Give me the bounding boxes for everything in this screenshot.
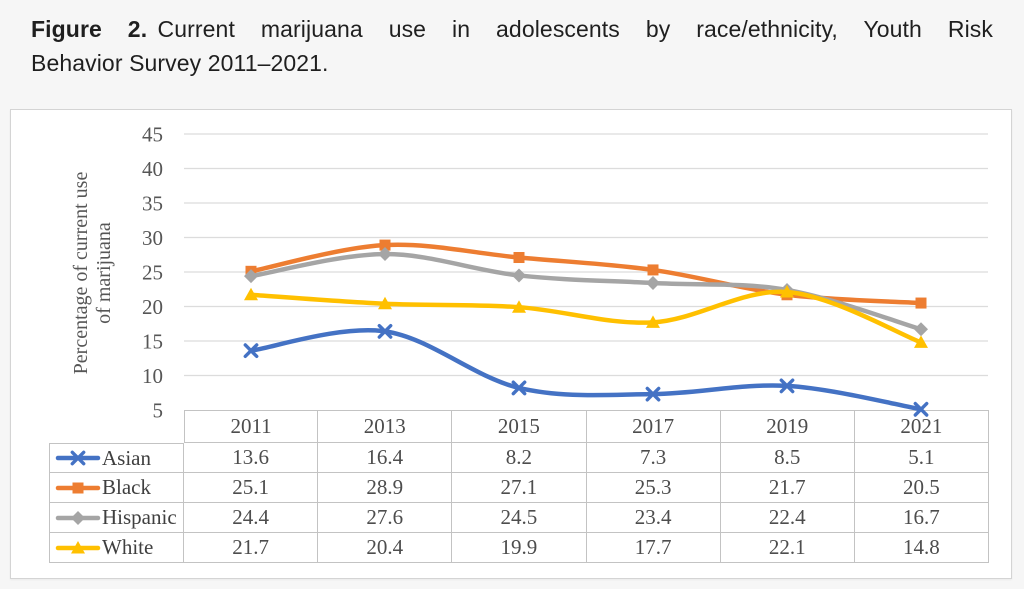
year-header-cell: 2021: [854, 410, 989, 443]
series-marker-diamond: [71, 510, 85, 525]
series-marker-x: [377, 323, 393, 339]
table-value-cell: 24.5: [452, 503, 587, 533]
series-black: [245, 239, 927, 309]
table-value-cell: 22.4: [720, 503, 855, 533]
figure-number-label: Figure 2.: [31, 16, 148, 42]
legend-cell-asian: Asian: [49, 443, 184, 473]
series-line-white: [248, 289, 924, 345]
table-value-cell: 16.7: [854, 503, 989, 533]
series-line-black: [248, 242, 924, 306]
series-marker-square: [245, 265, 257, 277]
table-value-cell: 25.1: [184, 473, 319, 503]
series-marker-diamond: [646, 276, 660, 291]
table-corner-spacer: [49, 410, 184, 443]
series-marker-x: [511, 380, 527, 396]
table-value-cell: 21.7: [720, 473, 855, 503]
table-value-cell: 13.6: [184, 443, 319, 473]
series-marker-diamond: [914, 322, 928, 337]
y-axis-title-line1: Percentage of current use: [70, 171, 92, 375]
series-line-asian: [248, 328, 924, 412]
series-asian: [243, 323, 929, 417]
year-header-cell: 2013: [318, 410, 453, 443]
y-tick-label: 45: [142, 123, 163, 147]
table-value-cell: 20.5: [854, 473, 989, 503]
figure-caption: Figure 2. Current marijuana use in adoles…: [31, 12, 993, 80]
series-marker-x: [243, 343, 259, 359]
y-tick-label: 10: [142, 364, 163, 388]
series-name-label: Asian: [102, 445, 151, 470]
series-marker-triangle: [780, 285, 794, 298]
series-name-label: Black: [102, 475, 151, 499]
figure-caption-text: Current marijuana use in adolescents by …: [157, 16, 993, 42]
series-marker-triangle: [378, 296, 392, 310]
series-marker-triangle: [512, 300, 526, 313]
series-name-label: White: [102, 535, 154, 559]
table-value-cell: 24.4: [184, 503, 319, 533]
series-marker-triangle: [244, 287, 258, 301]
series-marker-diamond: [378, 247, 392, 262]
y-tick-label: 25: [142, 261, 163, 285]
y-axis-title: Percentage of current use of marijuana: [70, 172, 116, 375]
series-name-label: Hispanic: [102, 505, 177, 529]
y-tick-label: 40: [142, 157, 163, 181]
gridlines: [184, 133, 988, 377]
y-tick-label: 35: [142, 192, 163, 216]
table-value-cell: 19.9: [452, 533, 587, 563]
legend-key-square-icon: [55, 482, 101, 493]
legend-key-diamond-icon: [55, 510, 101, 525]
table-value-cell: 27.6: [318, 503, 453, 533]
table-value-cell: 23.4: [586, 503, 721, 533]
series-marker-diamond: [512, 268, 526, 283]
chart-panel: Percentage of current use of marijuana 2…: [10, 109, 1012, 579]
series-marker-x: [645, 386, 661, 402]
figure-caption-line1: Figure 2. Current marijuana use in adoles…: [31, 12, 993, 46]
series-marker-square: [379, 239, 391, 251]
series-marker-square: [72, 482, 84, 493]
series-white: [244, 285, 928, 348]
legend-key-triangle-icon: [55, 540, 101, 553]
table-value-cell: 7.3: [586, 443, 721, 473]
year-header-cell: 2017: [586, 410, 721, 443]
series-marker-diamond: [780, 282, 794, 297]
table-value-cell: 17.7: [586, 533, 721, 563]
series-marker-triangle: [914, 335, 928, 348]
series-marker-square: [781, 289, 793, 301]
figure-caption-line2: Behavior Survey 2011–2021.: [31, 50, 329, 76]
y-tick-label: 15: [142, 330, 163, 354]
legend-cell-black: Black: [49, 473, 184, 503]
table-value-cell: 16.4: [318, 443, 453, 473]
legend-key-x-icon: [55, 450, 101, 466]
series-marker-square: [513, 252, 525, 264]
y-axis-title-line2: of marijuana: [93, 222, 115, 324]
table-value-cell: 25.3: [586, 473, 721, 503]
table-value-cell: 21.7: [184, 533, 319, 563]
table-value-cell: 14.8: [854, 533, 989, 563]
year-header-cell: 2019: [720, 410, 855, 443]
y-tick-label: 20: [142, 295, 163, 319]
year-header-cell: 2015: [452, 410, 587, 443]
series-marker-x: [779, 378, 795, 394]
legend-cell-hispanic: Hispanic: [49, 503, 184, 533]
series-marker-diamond: [244, 269, 258, 284]
series-marker-square: [647, 264, 659, 276]
series-marker-x: [70, 450, 86, 466]
year-header-cell: 2011: [184, 410, 319, 443]
table-value-cell: 8.5: [720, 443, 855, 473]
series-hispanic: [244, 247, 928, 337]
data-table: 2011 2013 2015 2017 2019 2021 Asian 13.6 16.4 8.2…: [49, 410, 989, 563]
series-marker-triangle: [71, 540, 85, 553]
legend-cell-white: White: [49, 533, 184, 563]
series-line-hispanic: [248, 251, 924, 332]
table-value-cell: 5.1: [854, 443, 989, 473]
y-tick-label: 30: [142, 226, 163, 250]
table-value-cell: 8.2: [452, 443, 587, 473]
table-value-cell: 20.4: [318, 533, 453, 563]
table-value-cell: 27.1: [452, 473, 587, 503]
table-value-cell: 28.9: [318, 473, 453, 503]
series-marker-square: [915, 297, 927, 309]
table-value-cell: 22.1: [720, 533, 855, 563]
series-marker-triangle: [646, 315, 660, 328]
